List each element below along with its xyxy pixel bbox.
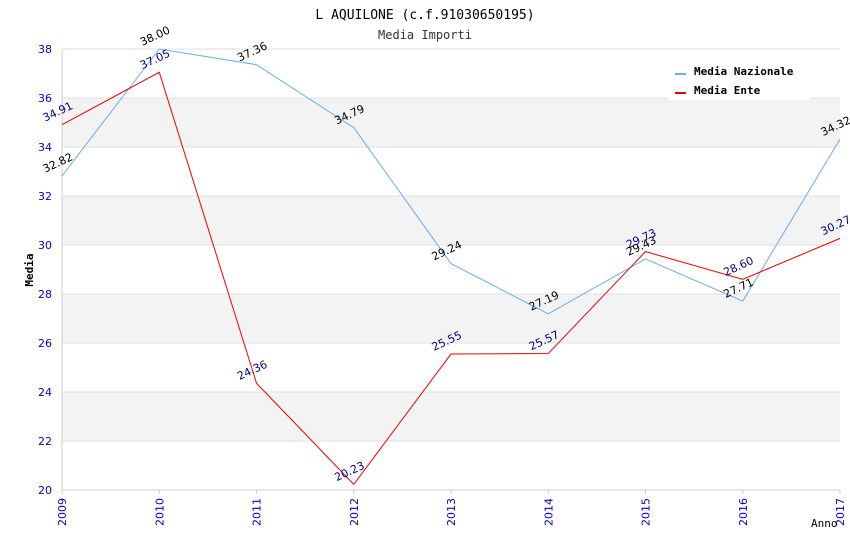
- x-tick-label: 2013: [445, 498, 458, 526]
- y-tick-label: 36: [38, 92, 52, 105]
- y-tick-label: 24: [38, 386, 52, 399]
- series-line-1: [61, 71, 841, 486]
- x-tick-label: 2014: [542, 498, 555, 526]
- x-tick-label: 2016: [737, 498, 750, 526]
- y-tick-label: 28: [38, 288, 52, 301]
- data-label: 32.82: [41, 151, 75, 176]
- x-tick-label: 2017: [834, 498, 847, 526]
- y-tick-label: 30: [38, 239, 52, 252]
- y-tick-label: 34: [38, 141, 52, 154]
- x-tick-label: 2010: [153, 498, 166, 526]
- series-lines: [61, 48, 841, 486]
- y-axis-label: Media: [23, 253, 36, 286]
- x-tick-label: 2015: [640, 498, 653, 526]
- x-tick-label: 2011: [251, 498, 264, 526]
- data-label: 37.05: [138, 47, 172, 72]
- x-tick-label: 2009: [56, 498, 69, 526]
- y-tick-label: 20: [38, 484, 52, 497]
- chart-title: L AQUILONE (c.f.91030650195): [315, 8, 534, 23]
- grid-band: [62, 196, 840, 245]
- grid-band: [62, 98, 840, 147]
- x-tick-labels: 2009 2010 2011 2012 2013 2014 2015 2016 2017: [56, 490, 847, 526]
- y-tick-label: 32: [38, 190, 52, 203]
- y-tick-labels: 20 22 24 26 28 30 32 34 36 38: [38, 43, 52, 497]
- legend-entry: Media Nazionale: [694, 65, 794, 78]
- x-axis-label: Anno: [811, 517, 838, 530]
- legend-entry: Media Ente: [694, 84, 761, 97]
- data-label: 28.60: [722, 254, 756, 279]
- y-tick-label: 22: [38, 435, 52, 448]
- data-label: 24.36: [235, 358, 269, 383]
- data-label: 37.36: [235, 39, 269, 64]
- y-tick-label: 26: [38, 337, 52, 350]
- legend: Media Nazionale Media Ente: [668, 58, 810, 100]
- y-tick-label: 38: [38, 43, 52, 56]
- grid-band: [62, 392, 840, 441]
- legend-box: [668, 58, 810, 100]
- series-line-0: [61, 48, 841, 315]
- grid-band: [62, 294, 840, 343]
- chart-subtitle: Media Importi: [378, 28, 472, 42]
- data-label: 38.00: [138, 24, 172, 49]
- grid-bands: [62, 98, 840, 441]
- x-tick-label: 2012: [348, 498, 361, 526]
